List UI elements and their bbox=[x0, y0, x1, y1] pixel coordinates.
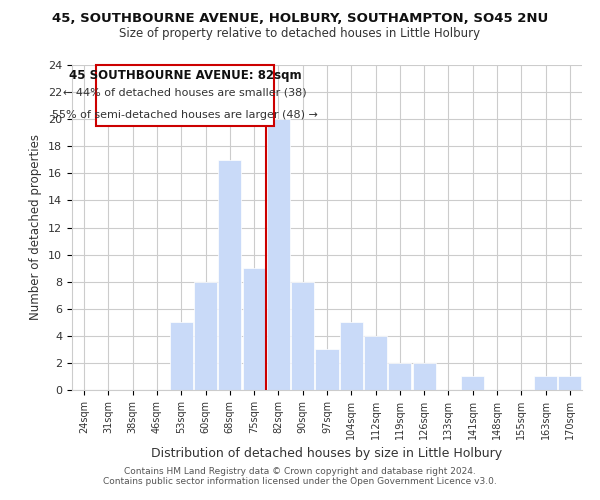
Text: Contains public sector information licensed under the Open Government Licence v3: Contains public sector information licen… bbox=[103, 477, 497, 486]
Bar bbox=[461, 376, 484, 390]
Text: Contains HM Land Registry data © Crown copyright and database right 2024.: Contains HM Land Registry data © Crown c… bbox=[124, 467, 476, 476]
Text: 45, SOUTHBOURNE AVENUE, HOLBURY, SOUTHAMPTON, SO45 2NU: 45, SOUTHBOURNE AVENUE, HOLBURY, SOUTHAM… bbox=[52, 12, 548, 26]
Bar bbox=[218, 160, 241, 390]
X-axis label: Distribution of detached houses by size in Little Holbury: Distribution of detached houses by size … bbox=[151, 448, 503, 460]
Bar bbox=[388, 363, 412, 390]
Text: 45 SOUTHBOURNE AVENUE: 82sqm: 45 SOUTHBOURNE AVENUE: 82sqm bbox=[68, 70, 301, 82]
Bar bbox=[316, 350, 338, 390]
Bar bbox=[364, 336, 387, 390]
Text: ← 44% of detached houses are smaller (38): ← 44% of detached houses are smaller (38… bbox=[63, 88, 307, 98]
Bar bbox=[413, 363, 436, 390]
Bar bbox=[242, 268, 266, 390]
Y-axis label: Number of detached properties: Number of detached properties bbox=[29, 134, 43, 320]
Text: 55% of semi-detached houses are larger (48) →: 55% of semi-detached houses are larger (… bbox=[52, 110, 318, 120]
Bar bbox=[267, 119, 290, 390]
Bar bbox=[194, 282, 217, 390]
Bar bbox=[534, 376, 557, 390]
Bar bbox=[559, 376, 581, 390]
Bar bbox=[170, 322, 193, 390]
Bar bbox=[291, 282, 314, 390]
FancyBboxPatch shape bbox=[96, 65, 274, 126]
Bar bbox=[340, 322, 363, 390]
Text: Size of property relative to detached houses in Little Holbury: Size of property relative to detached ho… bbox=[119, 28, 481, 40]
